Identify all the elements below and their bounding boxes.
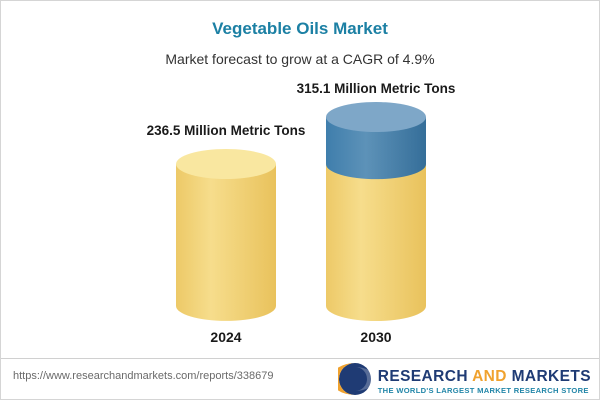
logo-word-markets: MARKETS [511, 367, 591, 385]
x-axis-label-2024: 2024 [210, 329, 242, 345]
logo-wordmark: RESEARCH AND MARKETS [378, 368, 591, 385]
research-and-markets-logo: RESEARCH AND MARKETS THE WORLD'S LARGEST… [330, 362, 591, 399]
chart-subtitle: Market forecast to grow at a CAGR of 4.9… [165, 51, 435, 67]
logo-word-and: AND [472, 367, 507, 385]
footer-divider [1, 358, 599, 359]
x-axis-label-2030: 2030 [360, 329, 392, 345]
bar-value-label-2030: 315.1 Million Metric Tons [296, 81, 456, 96]
report-url: https://www.researchandmarkets.com/repor… [13, 370, 274, 382]
chart-title: Vegetable Oils Market [212, 19, 388, 38]
globe-icon [330, 362, 375, 399]
logo-text: RESEARCH AND MARKETS THE WORLD'S LARGEST… [378, 368, 591, 395]
bar-value-label-2024: 236.5 Million Metric Tons [146, 123, 306, 138]
cylinder-bar-2030 [326, 101, 426, 321]
logo-tagline: THE WORLD'S LARGEST MARKET RESEARCH STOR… [377, 385, 589, 395]
logo-word-research: RESEARCH [377, 367, 468, 385]
cylinder-bar-2024 [176, 149, 276, 321]
